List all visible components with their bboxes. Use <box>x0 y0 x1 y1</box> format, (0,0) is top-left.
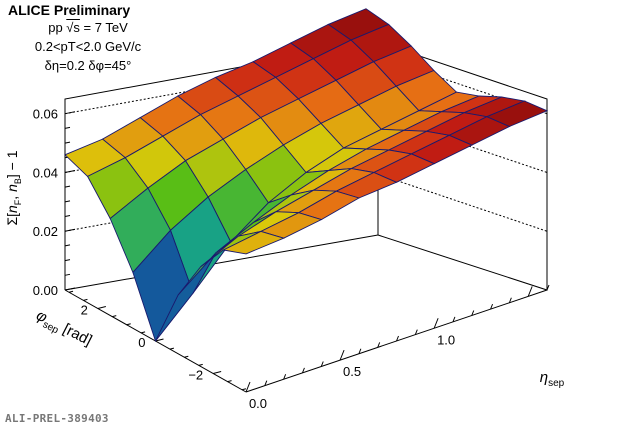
z-tick <box>64 273 71 276</box>
y-tick <box>112 315 117 318</box>
z-tick-label: 0.04 <box>33 165 58 180</box>
y-tick <box>169 347 175 350</box>
z-axis-title: Σ[nF, nB] − 1 <box>4 150 23 225</box>
z-tick-label: 0.00 <box>33 283 58 298</box>
y-tick <box>213 370 222 374</box>
x-tick-label: 0.5 <box>343 364 361 379</box>
x-tick <box>339 349 345 361</box>
x-axis: 0.0 0.5 1.0 <box>245 284 550 411</box>
x-tick <box>527 286 533 297</box>
x-tick <box>283 374 287 380</box>
y-tick <box>97 306 106 310</box>
z-tick <box>64 244 71 247</box>
x-tick <box>377 342 381 348</box>
z-tick <box>64 200 71 203</box>
z-tick <box>64 141 71 144</box>
x-tick <box>245 381 251 393</box>
back-wall-right <box>377 41 548 291</box>
y-tick-label: −2 <box>188 367 203 382</box>
x-tick-label: 0.0 <box>249 396 267 411</box>
collision-system: pp √s = 7 TeV <box>48 20 128 35</box>
figure-header: ALICE Preliminary pp √s = 7 TeV 0.2<pT<2… <box>8 2 168 75</box>
y-tick <box>241 388 247 391</box>
pt-range: 0.2<pT<2.0 GeV/c <box>34 39 142 54</box>
x-tick <box>546 284 550 291</box>
x-tick <box>471 310 475 316</box>
z-tick <box>64 228 76 232</box>
z-tick <box>64 215 71 218</box>
x-tick <box>301 367 305 374</box>
y-tick <box>140 331 146 334</box>
x-tick <box>490 303 494 310</box>
x-tick <box>320 361 324 367</box>
experiment-label: ALICE Preliminary <box>8 2 131 18</box>
x-tick <box>452 316 456 323</box>
y-tick <box>155 338 164 342</box>
x-tick <box>396 335 399 342</box>
grid-line-right <box>377 173 548 232</box>
x-tick <box>508 297 512 303</box>
x-axis-title: ηsep <box>540 369 565 389</box>
z-axis: 0.00 0.02 0.04 0.06 <box>33 107 76 298</box>
x-tick-label: 1.0 <box>437 332 455 347</box>
surface-mesh <box>64 8 549 342</box>
z-tick-label: 0.06 <box>33 107 58 122</box>
x-tick <box>414 329 418 335</box>
z-tick <box>64 185 71 188</box>
y-axis: 2 0 −2 <box>68 290 247 391</box>
x-tick <box>433 318 439 329</box>
y-tick-label: 2 <box>81 303 88 318</box>
surface-cell <box>221 230 286 255</box>
z-tick <box>64 126 71 129</box>
y-tick-label: 0 <box>138 335 145 350</box>
z-tick <box>64 169 76 173</box>
figure-id: ALI-PREL-389403 <box>5 412 109 425</box>
binning-label: δη=0.2 δφ=45° <box>44 58 132 73</box>
y-tick <box>83 298 88 301</box>
y-tick <box>184 355 189 358</box>
z-tick-label: 0.02 <box>33 224 58 239</box>
z-tick <box>64 287 76 291</box>
y-tick <box>68 290 74 293</box>
y-tick <box>198 363 203 366</box>
z-tick <box>64 259 71 262</box>
floor-back <box>64 234 379 291</box>
y-tick <box>126 323 131 326</box>
x-tick <box>264 380 268 386</box>
z-tick <box>64 111 76 115</box>
y-tick <box>227 380 232 383</box>
x-tick <box>358 348 362 354</box>
